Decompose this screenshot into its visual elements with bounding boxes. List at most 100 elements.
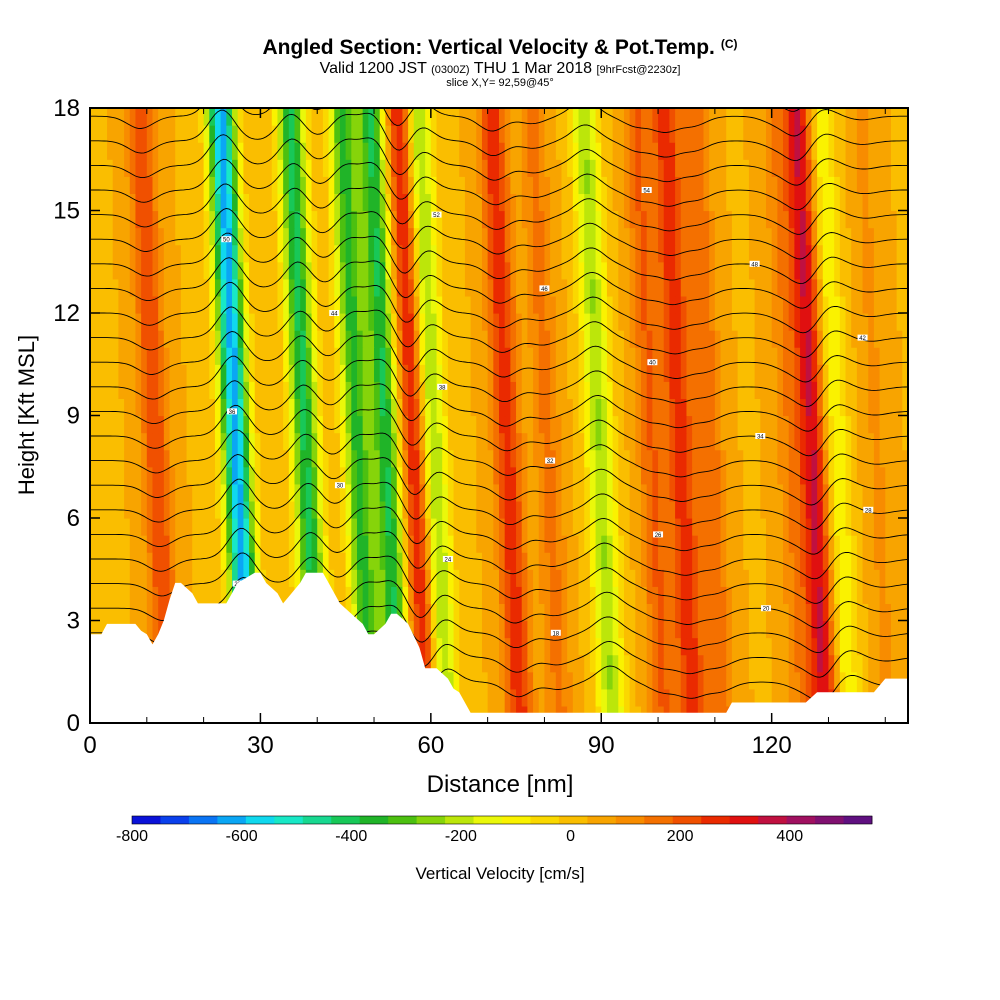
velocity-cell <box>237 159 244 177</box>
velocity-cell <box>663 466 671 485</box>
velocity-cell <box>351 432 358 451</box>
velocity-cell <box>822 261 830 280</box>
velocity-cell <box>680 552 688 570</box>
velocity-cell <box>504 261 511 280</box>
velocity-cell <box>396 227 404 246</box>
velocity-cell <box>714 347 722 365</box>
velocity-cell <box>220 159 227 177</box>
velocity-cell <box>618 620 625 639</box>
velocity-cell <box>180 159 188 177</box>
velocity-cell <box>703 620 710 639</box>
velocity-cell <box>606 330 614 348</box>
velocity-cell <box>271 483 279 502</box>
velocity-cell <box>391 415 398 434</box>
velocity-cell <box>197 381 205 400</box>
velocity-cell <box>623 552 631 570</box>
velocity-cell <box>544 364 551 382</box>
velocity-cell <box>550 244 557 263</box>
velocity-cell <box>868 466 875 485</box>
velocity-cell <box>612 313 619 331</box>
velocity-cell <box>197 125 205 143</box>
velocity-cell <box>345 483 352 502</box>
velocity-cell <box>339 313 347 331</box>
velocity-cell <box>550 227 557 246</box>
velocity-cell <box>800 347 807 365</box>
velocity-cell <box>646 586 653 605</box>
velocity-cell <box>839 518 847 536</box>
velocity-cell <box>885 535 892 553</box>
velocity-cell <box>737 227 744 246</box>
velocity-cell <box>260 193 267 212</box>
velocity-cell <box>107 295 114 314</box>
velocity-cell <box>254 518 262 536</box>
velocity-cell <box>618 364 625 382</box>
velocity-cell <box>623 210 631 229</box>
velocity-cell <box>396 313 404 331</box>
velocity-cell <box>442 210 449 229</box>
velocity-cell <box>447 654 455 673</box>
velocity-cell <box>391 364 398 382</box>
velocity-cell <box>652 193 659 212</box>
velocity-cell <box>550 176 557 195</box>
velocity-cell <box>800 142 807 160</box>
velocity-cell <box>470 586 477 605</box>
velocity-cell <box>254 364 262 382</box>
velocity-cell <box>249 313 256 331</box>
velocity-cell <box>379 313 386 331</box>
velocity-cell <box>107 432 114 451</box>
velocity-cell <box>572 159 580 177</box>
velocity-cell <box>783 278 790 297</box>
velocity-cell <box>748 432 756 451</box>
velocity-cell <box>714 364 722 382</box>
velocity-cell <box>158 586 165 605</box>
velocity-cell <box>686 518 693 536</box>
velocity-cell <box>476 364 483 382</box>
velocity-cell <box>658 688 665 707</box>
velocity-cell <box>606 500 614 519</box>
velocity-cell <box>288 569 296 587</box>
velocity-cell <box>538 483 546 502</box>
velocity-cell <box>232 500 239 519</box>
velocity-cell <box>669 210 676 229</box>
velocity-cell <box>180 398 188 417</box>
velocity-cell <box>862 466 869 485</box>
velocity-cell <box>720 449 727 468</box>
velocity-cell <box>805 227 813 246</box>
velocity-cell <box>748 603 756 622</box>
velocity-cell <box>731 227 739 246</box>
velocity-cell <box>544 569 551 587</box>
velocity-cell <box>714 227 722 246</box>
velocity-cell <box>146 244 154 263</box>
velocity-cell <box>527 449 534 468</box>
velocity-cell <box>374 381 381 400</box>
velocity-cell <box>339 278 347 297</box>
velocity-cell <box>618 654 625 673</box>
velocity-cell <box>544 603 551 622</box>
velocity-cell <box>527 381 534 400</box>
velocity-cell <box>368 364 375 382</box>
velocity-cell <box>601 415 608 434</box>
velocity-cell <box>680 278 688 297</box>
velocity-cell <box>658 500 665 519</box>
velocity-cell <box>186 569 193 587</box>
velocity-cell <box>675 637 682 656</box>
velocity-cell <box>305 159 313 177</box>
velocity-cell <box>873 295 881 314</box>
velocity-cell <box>169 295 176 314</box>
velocity-cell <box>186 432 193 451</box>
velocity-cell <box>277 330 284 348</box>
velocity-cell <box>714 142 722 160</box>
velocity-cell <box>618 483 625 502</box>
velocity-cell <box>413 415 421 434</box>
velocity-cell <box>158 466 165 485</box>
velocity-cell <box>652 449 659 468</box>
velocity-cell <box>606 671 614 690</box>
velocity-cell <box>305 142 313 160</box>
velocity-cell <box>322 364 330 382</box>
velocity-cell <box>300 176 307 195</box>
velocity-cell <box>856 535 864 553</box>
velocity-cell <box>95 518 102 536</box>
velocity-cell <box>839 210 847 229</box>
velocity-cell <box>544 142 551 160</box>
velocity-cell <box>374 295 381 314</box>
